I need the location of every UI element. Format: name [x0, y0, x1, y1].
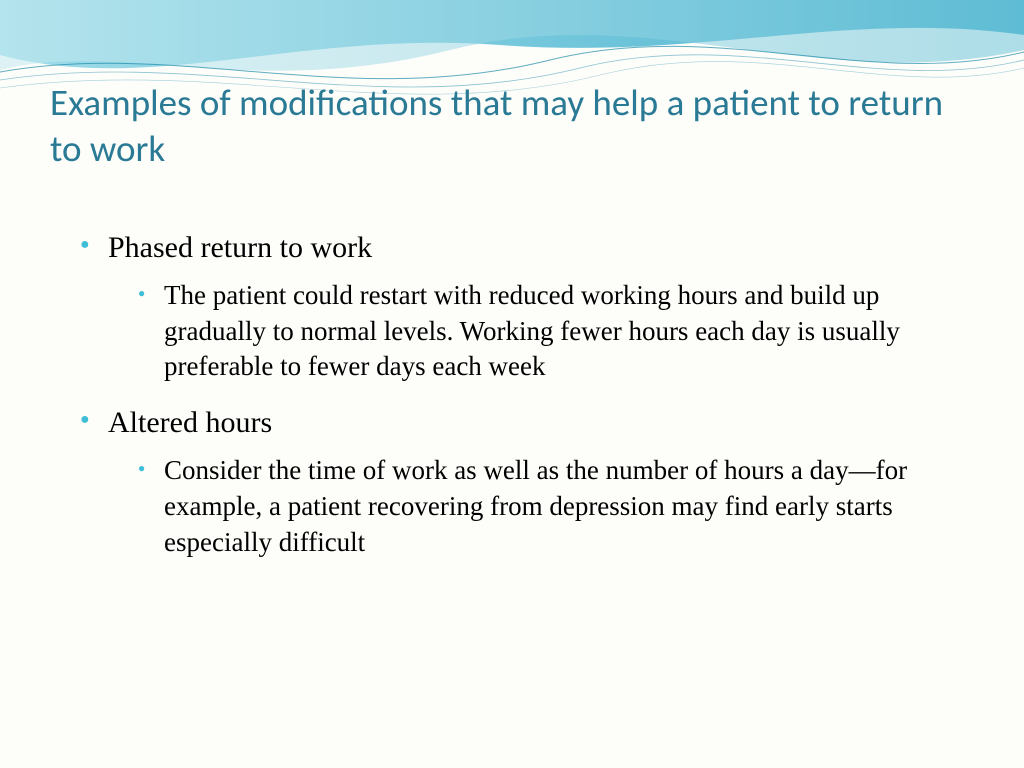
sub-bullet-item: The patient could restart with reduced w…	[138, 278, 974, 385]
sub-bullet-text: Consider the time of work as well as the…	[164, 455, 907, 556]
bullet-list: Phased return to work The patient could …	[50, 228, 974, 561]
bullet-item: Altered hours Consider the time of work …	[80, 403, 974, 560]
bullet-label: Altered hours	[108, 406, 272, 439]
slide-content: Examples of modifications that may help …	[0, 0, 1024, 618]
sub-bullet-item: Consider the time of work as well as the…	[138, 453, 974, 560]
bullet-label: Phased return to work	[108, 231, 372, 264]
sub-bullet-text: The patient could restart with reduced w…	[164, 280, 900, 381]
bullet-item: Phased return to work The patient could …	[80, 228, 974, 385]
slide-title: Examples of modifications that may help …	[50, 80, 974, 173]
